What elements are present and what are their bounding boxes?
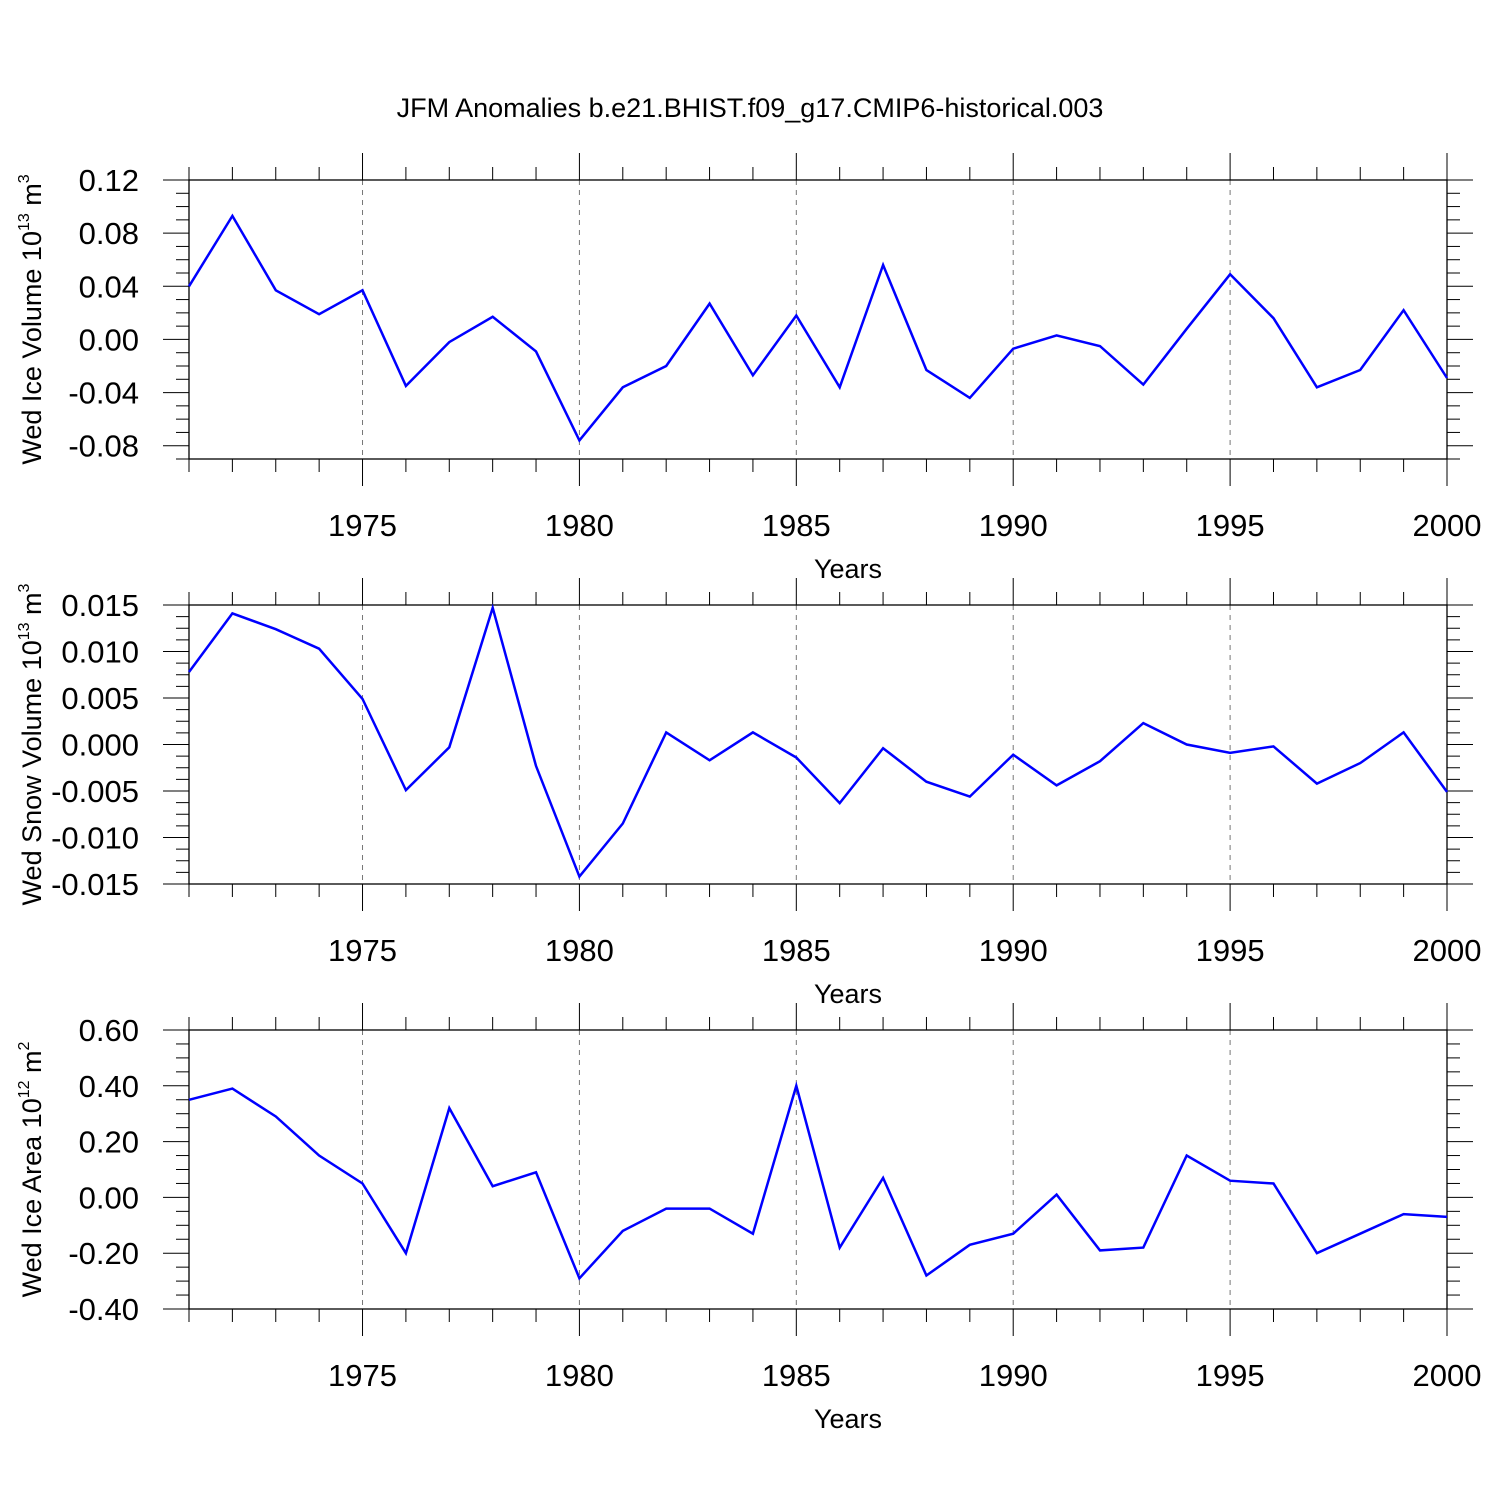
- panel-2: 1975 1980 1985 1990 1995 2000 0.015 0.010 0.005 0…: [16, 578, 1481, 1009]
- y-tick-label: -0.20: [68, 1236, 139, 1271]
- y-tick-label: 0.00: [79, 322, 139, 357]
- y-axis-title: Wed Snow Volume 1013 m3: [16, 583, 47, 905]
- x-tick-label: 2000: [1413, 508, 1482, 543]
- x-tick-label: 1980: [545, 508, 614, 543]
- series-line: [187, 213, 1449, 443]
- y-tick-label: 0.40: [79, 1069, 139, 1104]
- x-tick-label: 1985: [762, 1358, 831, 1393]
- x-tick-label: 1995: [1196, 933, 1265, 968]
- y-tick-label: -0.04: [68, 376, 139, 411]
- x-axis-title: Years: [814, 979, 882, 1009]
- x-tick-label: 1990: [979, 508, 1048, 543]
- y-tick-label: -0.010: [51, 821, 139, 856]
- x-tick-label: 1990: [979, 933, 1048, 968]
- y-tick-label: 0.005: [61, 681, 139, 716]
- y-tick-label: 0.60: [79, 1013, 139, 1048]
- y-axis-title: Wed Ice Area 1012 m2: [16, 1041, 47, 1297]
- x-tick-label: 1985: [762, 508, 831, 543]
- x-tick-label: 2000: [1413, 933, 1482, 968]
- y-axis-title: Wed Ice Volume 1013 m3: [16, 174, 47, 464]
- x-tick-label: 1980: [545, 933, 614, 968]
- y-tick-label: -0.40: [68, 1292, 139, 1327]
- y-tick-label: 0.20: [79, 1125, 139, 1160]
- y-tick-label: 0.00: [79, 1180, 139, 1215]
- x-tick-label: 2000: [1413, 1358, 1482, 1393]
- plot-frame: [188, 179, 1448, 460]
- y-tick-label: 0.000: [61, 728, 139, 763]
- y-tick-label: 0.04: [79, 269, 139, 304]
- x-tick-label: 1980: [545, 1358, 614, 1393]
- x-tick-label: 1995: [1196, 1358, 1265, 1393]
- series-line: [188, 1081, 1448, 1281]
- x-axis-title: Years: [814, 554, 882, 584]
- y-tick-label: 0.08: [79, 216, 139, 251]
- panel-3: 1975 1980 1985 1990 1995 2000 0.60 0.40 0.20 0.00…: [16, 1003, 1481, 1434]
- x-tick-label: 1975: [328, 508, 397, 543]
- x-tick-label: 1990: [979, 1358, 1048, 1393]
- panel-1: 1975 1980 1985 1990 1995 2000 0.12 0.08 0.04 0.00…: [16, 153, 1481, 584]
- y-tick-label: -0.015: [51, 867, 139, 902]
- y-tick-label: 0.015: [61, 588, 139, 623]
- x-tick-label: 1995: [1196, 508, 1265, 543]
- series-line: [187, 603, 1449, 880]
- x-tick-label: 1975: [328, 1358, 397, 1393]
- x-tick-label: 1985: [762, 933, 831, 968]
- y-tick-label: 0.010: [61, 635, 139, 670]
- figure-title: JFM Anomalies b.e21.BHIST.f09_g17.CMIP6-…: [397, 93, 1104, 123]
- x-tick-label: 1975: [328, 933, 397, 968]
- panels: 1975 1980 1985 1990 1995 2000 0.12 0.08 0.04 0.00…: [16, 153, 1481, 1434]
- y-tick-label: -0.005: [51, 774, 139, 809]
- y-tick-label: -0.08: [68, 429, 139, 464]
- x-axis-title: Years: [814, 1404, 882, 1434]
- y-tick-label: 0.12: [79, 163, 139, 198]
